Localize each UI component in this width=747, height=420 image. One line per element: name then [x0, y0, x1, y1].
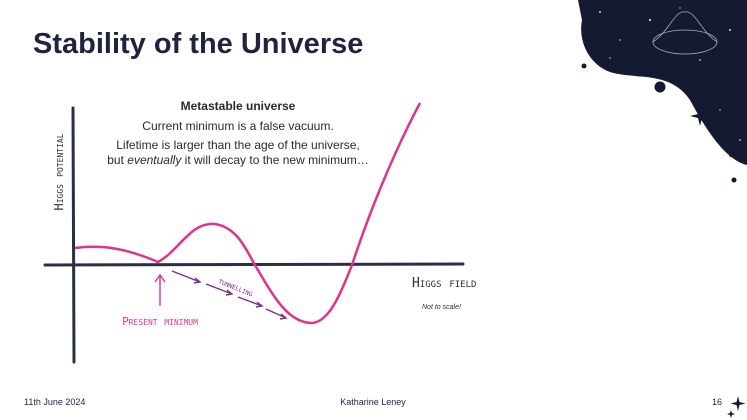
x-axis-label: Higgs field [412, 276, 476, 291]
panel-line: but eventually it will decay to the new … [107, 153, 368, 167]
panel-line: Current minimum is a false vacuum. [142, 119, 333, 133]
footer: 11th June 2024 Katharine Leney 16 [24, 397, 722, 407]
panel-heading: Metastable universe [181, 99, 296, 113]
y-axis [71, 106, 76, 364]
panel: Metastable universe Current minimum is a… [107, 99, 368, 167]
page-number: 16 [712, 397, 722, 407]
tunnelling-arrows [171, 270, 288, 320]
y-axis-label: Higgs potential [52, 133, 66, 210]
space-decoration [578, 0, 747, 418]
panel-line: Lifetime is larger than the age of the u… [116, 138, 359, 152]
note: Not to scale! [422, 304, 461, 311]
footer-author: Katharine Leney [340, 397, 406, 407]
emphasis: eventually [127, 153, 182, 167]
marker-arrow [154, 273, 166, 306]
marker-label: Present minimum [122, 315, 198, 328]
footer-date: 11th June 2024 [24, 397, 85, 407]
potential-curve [74, 102, 422, 325]
text-part: it will decay to the new minimum… [185, 153, 369, 167]
slide-title: Stability of the Universe [33, 28, 363, 60]
text-part: but [107, 153, 124, 167]
